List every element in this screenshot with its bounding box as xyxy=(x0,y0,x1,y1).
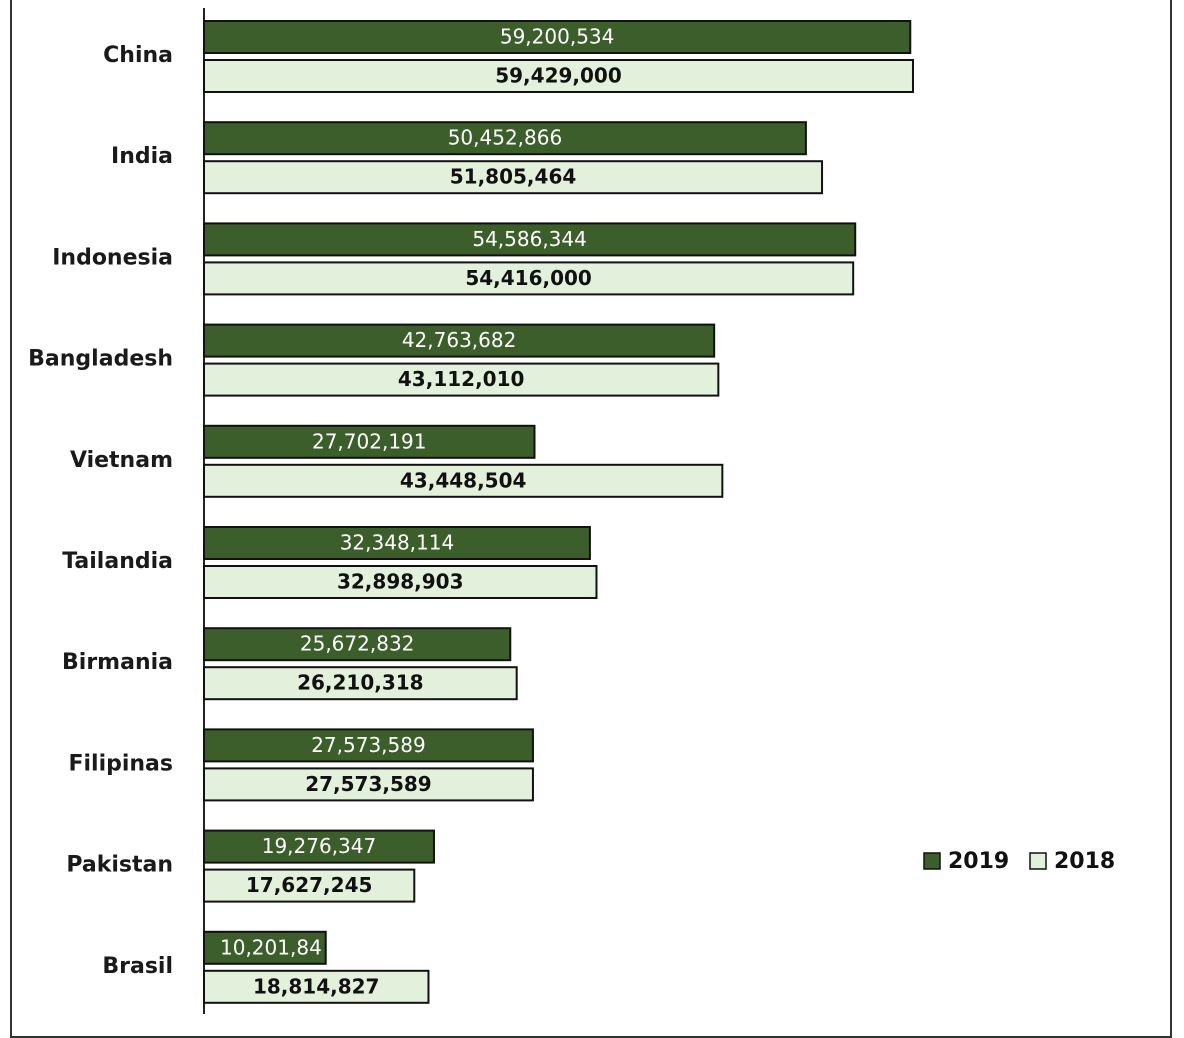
bar-2018-bangladesh xyxy=(203,362,720,397)
value-label-2018-birmania: 26,210,318 xyxy=(297,671,424,695)
category-label-pakistan: Pakistan xyxy=(66,853,173,878)
bar-2018-india xyxy=(203,160,824,195)
value-label-2019-indonesia: 54,586,344 xyxy=(472,227,587,251)
bar-2019-birmania xyxy=(203,627,512,662)
value-label-2019-filipinas: 27,573,589 xyxy=(311,733,426,757)
bar-2018-brasil xyxy=(203,969,430,1004)
bar-2019-indonesia xyxy=(203,222,857,257)
bar-2019-china xyxy=(203,20,912,54)
value-label-2018-pakistan: 17,627,245 xyxy=(246,873,373,897)
category-label-india: India xyxy=(111,144,173,169)
value-label-2018-indonesia: 54,416,000 xyxy=(465,266,592,290)
value-label-2019-bangladesh: 42,763,682 xyxy=(402,328,517,352)
category-label-china: China xyxy=(103,43,173,68)
value-label-2018-brasil: 18,814,827 xyxy=(253,974,380,998)
bar-2019-tailandia xyxy=(203,526,591,560)
bar-2018-birmania xyxy=(203,666,518,701)
category-label-filipinas: Filipinas xyxy=(68,751,173,776)
value-label-2019-brasil: 10,201,84 xyxy=(220,935,322,959)
legend-label-2018: 2018 xyxy=(1054,849,1115,874)
bar-2019-india xyxy=(203,121,807,156)
legend-swatch-2019 xyxy=(923,852,941,870)
bar-2018-vietnam xyxy=(203,463,724,498)
value-label-2018-india: 51,805,464 xyxy=(450,165,577,189)
value-label-2018-tailandia: 32,898,903 xyxy=(337,570,464,594)
bar-2019-filipinas xyxy=(203,728,534,763)
value-label-2018-vietnam: 43,448,504 xyxy=(400,468,527,492)
category-label-indonesia: Indonesia xyxy=(52,245,173,270)
legend-swatch-2018 xyxy=(1029,852,1047,870)
value-label-2019-china: 59,200,534 xyxy=(500,25,615,49)
bar-2018-tailandia xyxy=(203,565,598,599)
value-label-2019-pakistan: 19,276,347 xyxy=(262,834,377,858)
value-label-2018-china: 59,429,000 xyxy=(495,64,622,88)
bars-group: China 59,200,534 59,429,000 India 50,452,866… xyxy=(28,20,914,1004)
value-label-2019-birmania: 25,672,832 xyxy=(300,632,415,656)
bar-2019-pakistan xyxy=(203,829,435,864)
bar-2018-china xyxy=(203,59,914,93)
legend: 2019 2018 xyxy=(923,849,1115,874)
value-label-2019-tailandia: 32,348,114 xyxy=(340,531,455,555)
bar-2018-indonesia xyxy=(203,261,855,296)
category-label-birmania: Birmania xyxy=(62,650,173,675)
value-label-2019-vietnam: 27,702,191 xyxy=(312,429,427,453)
value-label-2019-india: 50,452,866 xyxy=(448,126,563,150)
value-label-2018-bangladesh: 43,112,010 xyxy=(398,367,525,391)
category-label-bangladesh: Bangladesh xyxy=(28,347,173,372)
legend-label-2019: 2019 xyxy=(948,849,1009,874)
category-label-vietnam: Vietnam xyxy=(70,448,173,473)
value-label-2018-filipinas: 27,573,589 xyxy=(305,772,432,796)
bar-2018-pakistan xyxy=(203,868,416,903)
bar-2019-vietnam xyxy=(203,424,536,459)
category-label-brasil: Brasil xyxy=(102,954,173,979)
bar-2019-bangladesh xyxy=(203,323,716,358)
bar-2019-brasil xyxy=(203,930,327,965)
category-label-tailandia: Tailandia xyxy=(62,549,173,574)
bar-2018-filipinas xyxy=(203,767,534,802)
